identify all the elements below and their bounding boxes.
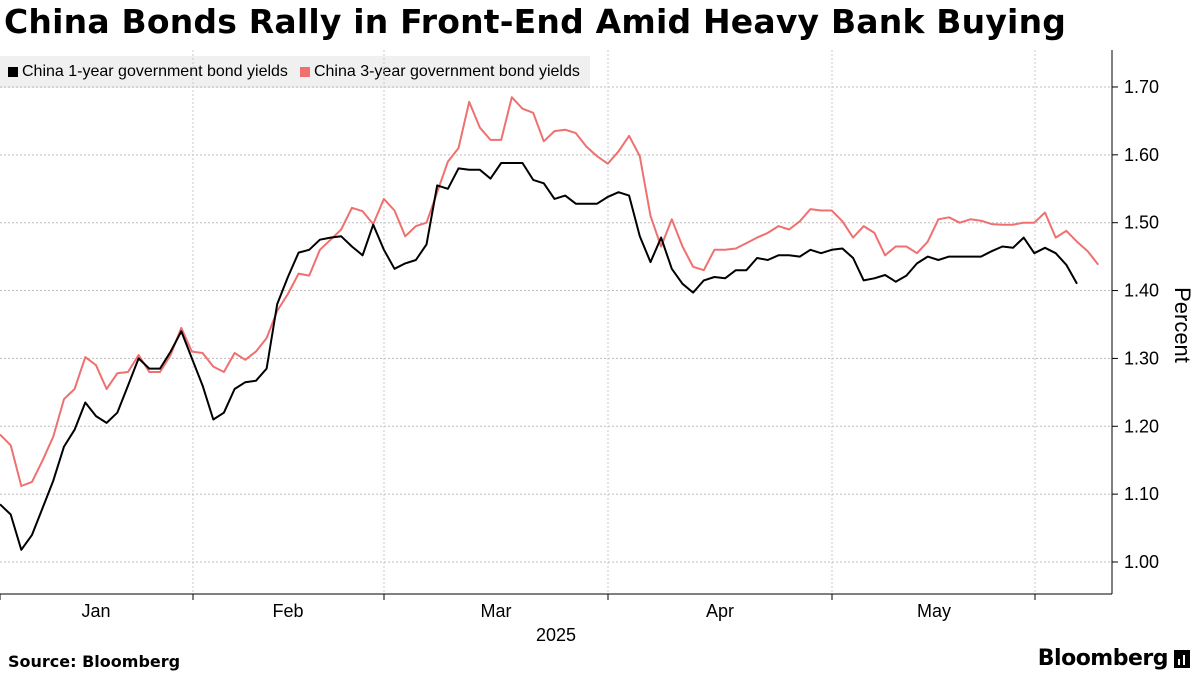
legend: China 1-year government bond yields Chin… bbox=[0, 56, 590, 88]
ytick-label-2: 1.20 bbox=[1124, 416, 1159, 436]
xtick-label-mar: Mar bbox=[481, 601, 512, 621]
legend-label-3y: China 3-year government bond yields bbox=[313, 63, 580, 80]
bloomberg-chart-icon bbox=[1174, 649, 1190, 668]
legend-swatch-3y bbox=[299, 67, 310, 77]
xtick-label-may: May bbox=[917, 601, 951, 621]
ytick-label-1: 1.10 bbox=[1124, 484, 1159, 504]
source-note: Source: Bloomberg bbox=[8, 652, 181, 671]
series-line-1y bbox=[0, 162, 1078, 551]
ytick-label-4: 1.40 bbox=[1124, 281, 1159, 301]
ytick-label-7: 1.70 bbox=[1124, 77, 1159, 97]
xtick-label-apr: Apr bbox=[706, 601, 734, 621]
brand-name: Bloomberg bbox=[1037, 646, 1169, 671]
xtick-label-jan: Jan bbox=[81, 601, 110, 621]
series-line-3y bbox=[0, 96, 1100, 487]
ytick-label-3: 1.30 bbox=[1124, 348, 1159, 368]
legend-label-1y: China 1-year government bond yields bbox=[22, 63, 288, 80]
x-year-label: 2025 bbox=[536, 625, 576, 645]
legend-item-3y: China 3-year government bond yields bbox=[299, 63, 580, 81]
legend-swatch-1y bbox=[8, 67, 18, 77]
ytick-label-5: 1.50 bbox=[1124, 213, 1159, 233]
xtick-label-feb: Feb bbox=[272, 601, 303, 621]
y-axis-title: Percent bbox=[1170, 287, 1195, 363]
ytick-label-6: 1.60 bbox=[1124, 145, 1159, 165]
legend-item-1y: China 1-year government bond yields bbox=[8, 63, 288, 81]
brand-logo: Bloomberg bbox=[1038, 646, 1190, 671]
chart-title: China Bonds Rally in Front-End Amid Heav… bbox=[4, 2, 1067, 41]
ytick-label-0: 1.00 bbox=[1124, 552, 1159, 572]
